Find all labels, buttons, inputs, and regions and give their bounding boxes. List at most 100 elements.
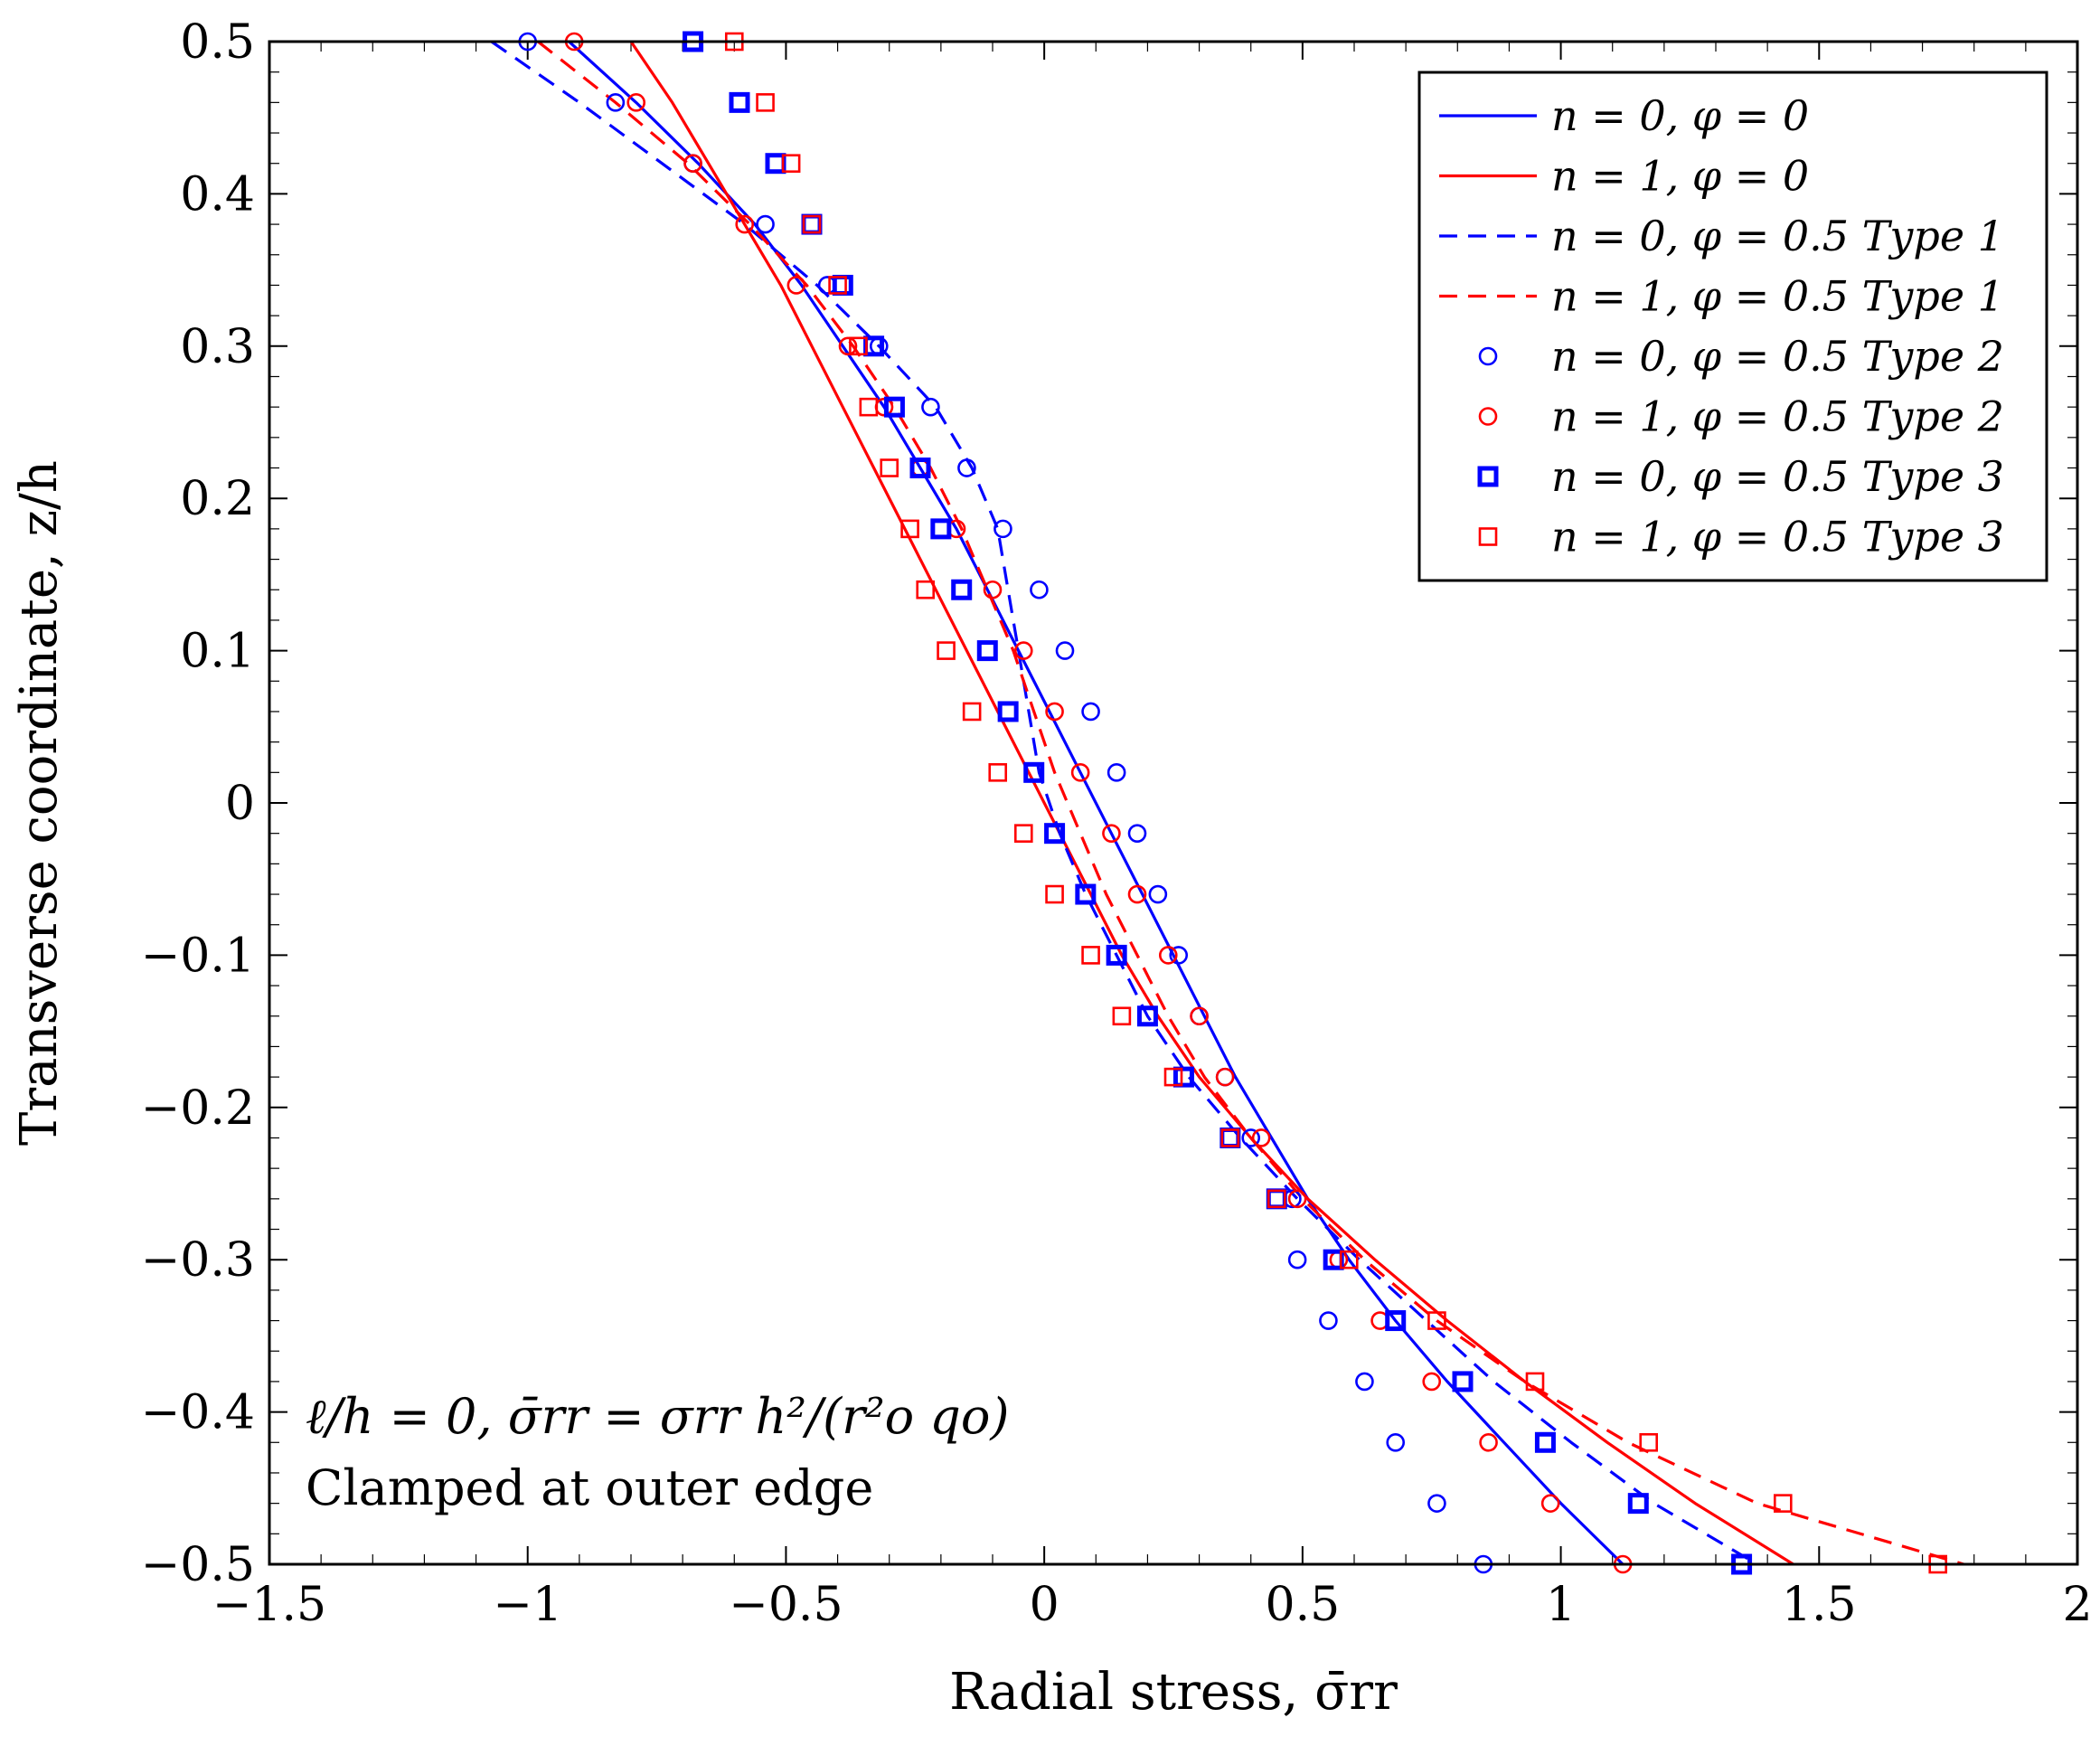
y-tick-label: 0.1 — [180, 625, 255, 679]
data-point — [1044, 823, 1066, 845]
data-point — [1773, 1494, 1793, 1513]
data-point — [1479, 1432, 1498, 1452]
y-axis-title: Transverse coordinate, z/h — [10, 460, 69, 1146]
annotation: ℓ/h = 0, σ̄rr = σrr h²/(r²o qo) Clamped … — [306, 1388, 1009, 1516]
data-point — [1215, 1067, 1235, 1087]
axis-ticks — [268, 41, 2078, 1565]
data-point — [1030, 580, 1049, 599]
legend-swatch — [1478, 407, 1498, 426]
legend-label: n = 0, φ = 0 — [1551, 91, 1809, 140]
series-1 — [629, 41, 1794, 1566]
legend: n = 0, φ = 0 n = 1, φ = 0 n = 0, φ = 0.5 T… — [1417, 71, 2048, 582]
data-point — [1163, 1067, 1183, 1087]
data-point — [976, 640, 998, 662]
y-tick-label: 0.5 — [180, 15, 255, 70]
legend-item-6: n = 0, φ = 0.5 Type 3 — [1477, 452, 2004, 501]
legend-swatch — [1477, 466, 1499, 487]
annotation-line-2: Clamped at outer edge — [306, 1459, 873, 1516]
data-point — [828, 276, 847, 295]
data-point — [916, 580, 936, 599]
data-point — [1158, 946, 1178, 965]
series-3 — [537, 40, 1964, 1566]
data-point — [1045, 702, 1064, 722]
y-tick-label: −0.3 — [141, 1233, 255, 1288]
data-point — [756, 93, 775, 112]
y-tick-label: −0.1 — [141, 929, 255, 983]
x-tick-label: −1 — [493, 1578, 562, 1632]
y-tick-label: −0.2 — [141, 1081, 255, 1136]
data-point — [1070, 763, 1090, 782]
legend-item-1: n = 1, φ = 0 — [1439, 152, 1809, 201]
annotation-line-1: ℓ/h = 0, σ̄rr = σrr h²/(r²o qo) — [306, 1388, 1009, 1445]
data-point — [1107, 763, 1126, 782]
x-tick-label: −1.5 — [212, 1578, 326, 1632]
data-point — [1055, 641, 1075, 660]
legend-label: n = 1, φ = 0 — [1551, 152, 1809, 201]
data-point — [626, 93, 646, 112]
legend-label: n = 1, φ = 0.5 Type 3 — [1551, 513, 2004, 562]
legend-item-0: n = 0, φ = 0 — [1439, 91, 1809, 140]
data-point — [786, 276, 806, 295]
data-point — [1136, 1005, 1158, 1027]
data-point — [983, 580, 1003, 599]
data-point — [1127, 824, 1147, 843]
data-point — [1339, 1250, 1359, 1269]
data-point — [1627, 1493, 1649, 1515]
data-point — [1639, 1432, 1659, 1452]
data-point — [1422, 1372, 1442, 1392]
data-point — [957, 458, 976, 477]
data-point — [1102, 824, 1121, 843]
data-point — [1127, 884, 1147, 904]
data-point — [781, 154, 801, 174]
data-point — [849, 336, 868, 356]
data-point — [937, 641, 956, 660]
data-point — [993, 519, 1012, 539]
legend-swatch — [1478, 527, 1498, 546]
data-point — [1427, 1311, 1446, 1330]
data-point — [1169, 946, 1189, 965]
data-point — [962, 702, 982, 722]
legend-item-7: n = 1, φ = 0.5 Type 3 — [1478, 513, 2004, 562]
data-point — [1045, 884, 1064, 904]
data-point — [921, 397, 940, 417]
x-tick-label: 1 — [1546, 1578, 1576, 1632]
legend-label: n = 0, φ = 0.5 Type 2 — [1551, 332, 2004, 381]
data-point — [1534, 1431, 1556, 1453]
legend-item-4: n = 0, φ = 0.5 Type 2 — [1478, 332, 2004, 381]
x-axis-title: Radial stress, σ̄rr — [949, 1663, 1398, 1722]
data-point — [606, 93, 626, 112]
series-2 — [490, 40, 1758, 1566]
tick-labels: −1.5 −1 −0.5 0 0.5 1 1.5 2 −0.5 −0.4 −0.3 −0.2 −0.1 0… — [141, 15, 2093, 1632]
x-tick-label: 2 — [2062, 1578, 2092, 1632]
data-point — [756, 214, 775, 234]
data-point — [883, 396, 905, 418]
data-point — [1241, 1128, 1261, 1147]
data-point — [1148, 884, 1168, 904]
data-point — [1172, 1066, 1194, 1088]
y-tick-label: 0.3 — [180, 320, 255, 374]
y-tick-label: 0.2 — [180, 472, 255, 526]
data-point — [930, 518, 952, 540]
data-point — [859, 397, 879, 417]
data-point — [951, 579, 973, 600]
data-point — [1427, 1494, 1446, 1513]
plot-area — [490, 31, 1964, 1575]
y-tick-label: 0.4 — [180, 167, 255, 222]
x-tick-label: −0.5 — [729, 1578, 843, 1632]
data-point — [729, 91, 750, 113]
data-point — [1287, 1189, 1307, 1209]
legend-box — [1417, 71, 2048, 582]
series-line — [490, 40, 1758, 1566]
data-point — [683, 154, 702, 174]
x-tick-label: 0 — [1030, 1578, 1059, 1632]
data-point — [988, 763, 1008, 782]
data-point — [1452, 1371, 1474, 1392]
data-point — [1112, 1006, 1132, 1026]
data-point — [1355, 1372, 1374, 1392]
legend-label: n = 0, φ = 0.5 Type 1 — [1551, 212, 2004, 260]
series-4 — [518, 32, 1493, 1574]
data-point — [997, 701, 1019, 722]
plot-frame — [268, 40, 2079, 1566]
data-point — [1525, 1372, 1545, 1392]
